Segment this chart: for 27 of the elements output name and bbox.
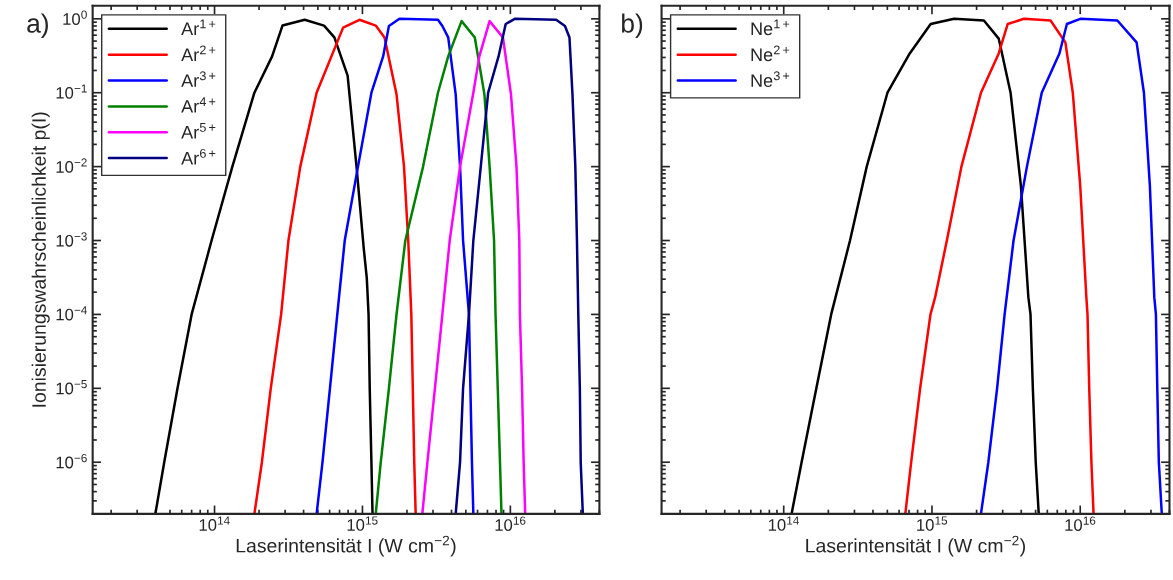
y-tick-label: 10$^{−5}$	[56, 380, 87, 395]
x-tick-label: 10$^{15}$	[347, 516, 378, 531]
legend-label: Ne$^{1+}$	[751, 19, 790, 36]
x-tick-label: 10$^{15}$	[917, 516, 948, 531]
legend-label: Ar$^{2+}$	[181, 45, 216, 61]
legend-label: Ne$^{3+}$	[751, 71, 790, 87]
x-axis-title: Laserintensität I (W cm$^{−2}$)	[236, 535, 456, 557]
y-tick-label: 10$^{−3}$	[56, 232, 87, 247]
chart-title: a)	[27, 13, 48, 39]
x-tick-label: 10$^{14}$	[768, 516, 799, 531]
y-tick-label: 10$^{0}$	[63, 10, 87, 25]
y-tick-label: 10$^{−1}$	[56, 84, 87, 99]
y-tick-label: 10$^{−6}$	[56, 453, 87, 469]
x-axis-title: Laserintensität I (W cm$^{−2}$)	[806, 535, 1025, 557]
legend-label: Ar$^{5+}$	[181, 123, 216, 139]
legend-label: Ar$^{4+}$	[181, 97, 216, 113]
x-tick-label: 10$^{14}$	[199, 516, 230, 531]
y-tick-label: 10$^{−4}$	[56, 306, 87, 321]
legend-label: Ne$^{2+}$	[751, 45, 790, 62]
y-axis-title: Ionisierungswahrscheinlichkeit p(I)	[31, 112, 50, 407]
chart-title: b)	[622, 13, 643, 39]
legend-label: Ar$^{3+}$	[181, 71, 216, 87]
legend-label: Ar$^{6+}$	[181, 148, 216, 165]
legend-label: Ar$^{1+}$	[181, 19, 216, 35]
y-tick-label: 10$^{−2}$	[56, 158, 87, 173]
x-tick-label: 10$^{16}$	[495, 516, 526, 531]
x-tick-label: 10$^{16}$	[1065, 516, 1096, 531]
